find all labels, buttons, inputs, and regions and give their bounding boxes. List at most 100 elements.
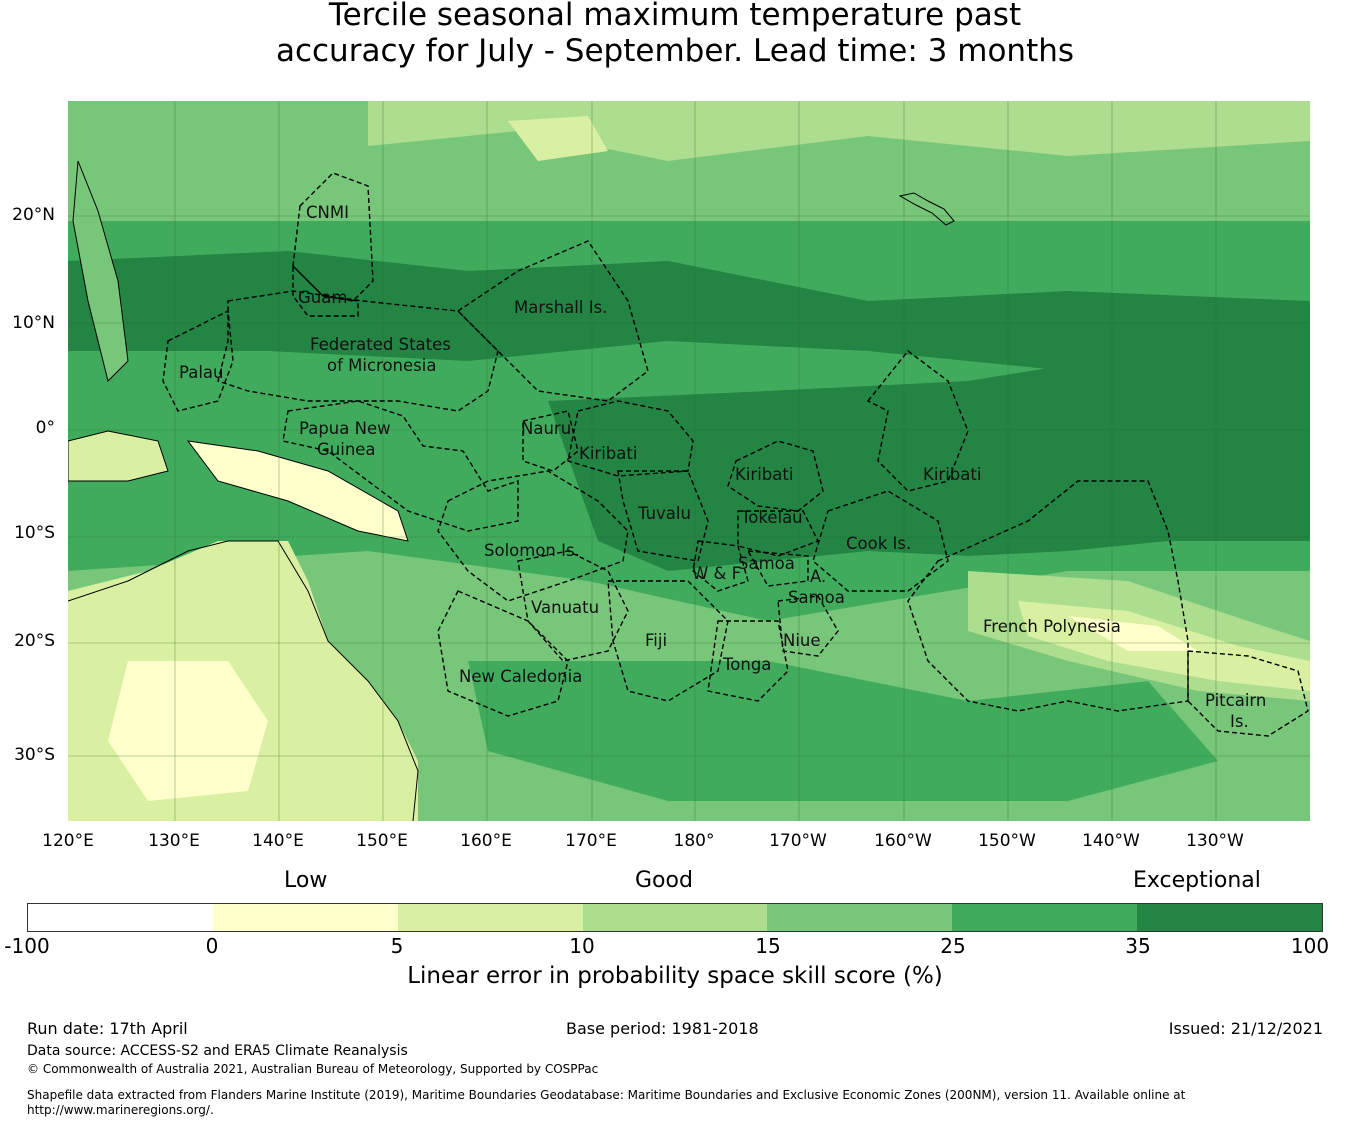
lon-label-170w: 170°W [769,831,827,851]
region-label-new-caledonia: New Caledonia [459,667,582,686]
colorbar-segment-neg100-0 [28,904,213,931]
lat-label-20n: 20°N [12,205,55,225]
australia-coastline [68,540,419,821]
category-label-low: Low [284,868,328,893]
region-labels: CNMI Guam Marshall Is. Federated States … [179,203,1266,731]
eez-marshall [456,240,649,402]
region-label-fsm-2: of Micronesia [327,356,436,375]
region-label-kiribati-west: Kiribati [579,444,637,463]
region-label-guam: Guam [298,288,347,307]
eez-tokelau [727,440,824,512]
map-title-line-1: Tercile seasonal maximum temperature pas… [328,0,1022,33]
shapefile-credit-url: http://www.marineregions.org/. [27,1103,214,1117]
region-label-png-2: Guinea [317,440,376,459]
colorbar-tick-5: 5 [390,934,404,958]
eez-tonga [707,620,789,702]
region-label-pitcairn-1: Pitcairn [1205,691,1266,710]
colorbar-segment-35-100 [1137,904,1323,931]
region-label-tokelau: Tokelau [740,508,803,527]
eez-palau [162,309,234,412]
skill-score-map: CNMI Guam Marshall Is. Federated States … [68,101,1310,821]
colorbar-segment-0-5 [212,904,398,931]
region-label-solomon: Solomon Is. [484,541,580,560]
region-label-tuvalu: Tuvalu [637,504,691,523]
colorbar-tick-10: 10 [569,934,595,958]
run-date: Run date: 17th April [27,1019,188,1038]
colorbar-segment-5-10 [397,904,583,931]
lat-label-30s: 30°S [14,745,55,765]
region-label-kiribati-central: Kiribati [735,465,793,484]
eez-cnmi [292,172,374,302]
lon-label-140e: 140°E [252,831,304,851]
colorbar-tick-15: 15 [755,934,781,958]
region-label-kiribati-east: Kiribati [923,465,981,484]
region-label-samoa: Samoa [738,554,795,573]
lat-label-10s: 10°S [14,523,55,543]
region-label-wallis-futuna: W & F [692,564,741,583]
eez-png [282,400,519,532]
colorbar-label: Linear error in probability space skill … [407,963,943,989]
issued-date: Issued: 21/12/2021 [1168,1019,1323,1038]
lon-label-130e: 130°E [148,831,200,851]
region-label-pitcairn-2: Is. [1230,712,1249,731]
eez-french-polynesia [907,480,1189,712]
lat-label-20s: 20°S [14,631,55,651]
lon-label-120e: 120°E [42,831,94,851]
lon-label-140w: 140°W [1082,831,1140,851]
region-label-vanuatu: Vanuatu [531,598,599,617]
eez-fiji [607,580,729,702]
data-source: Data source: ACCESS-S2 and ERA5 Climate … [27,1043,408,1059]
lon-label-180: 180° [673,831,715,851]
copyright-notice: © Commonwealth of Australia 2021, Austra… [27,1062,599,1076]
shapefile-credit: Shapefile data extracted from Flanders M… [27,1088,1186,1102]
eez-kiribati-gilbert [567,400,694,477]
region-label-png-1: Papua New [299,419,391,438]
eez-pitcairn [1187,650,1309,737]
skill-zone-south-dark [468,661,1218,801]
category-label-good: Good [635,868,693,893]
lat-label-equator: 0° [35,418,55,438]
colorbar-tick-35: 35 [1125,934,1151,958]
region-label-american-samoa-2: Samoa [788,588,845,607]
eez-cook [812,490,949,592]
region-label-fiji: Fiji [645,631,667,650]
map-title-line-2: accuracy for July - September. Lead time… [275,33,1075,69]
region-label-cnmi: CNMI [306,203,349,222]
eez-boundaries [162,172,1309,737]
skill-band-dark-equator [548,326,1310,571]
region-label-marshall: Marshall Is. [514,298,607,317]
eez-kiribati-phoenix [737,510,819,557]
region-label-palau: Palau [179,363,223,382]
colorbar-tick-neg100: -100 [4,934,50,958]
region-label-niue: Niue [783,631,821,650]
region-label-nauru: Nauru [521,419,571,438]
maritime-se-asia [68,430,169,482]
region-label-fsm-1: Federated States [310,335,451,354]
eez-samoa [746,550,809,587]
skill-band-dark-north [68,251,1310,371]
eez-new-caledonia [437,590,569,717]
colorbar-tick-0: 0 [205,934,219,958]
colorbar-segment-10-15 [582,904,768,931]
eez-solomon [437,470,629,602]
colorbar-tick-25: 25 [940,934,966,958]
australia-light-patch [108,661,268,801]
colorbar-segment-15-25 [767,904,953,931]
new-guinea-landmass [186,440,409,542]
skill-patch-north-lighter [508,116,608,161]
lon-label-130w: 130°W [1186,831,1244,851]
colorbar-tick-100: 100 [1290,934,1330,958]
lon-label-170e: 170°E [565,831,617,851]
region-label-tonga: Tonga [722,655,771,674]
category-label-exceptional: Exceptional [1133,868,1261,893]
lon-label-160e: 160°E [460,831,512,851]
graticule [68,101,1310,821]
eez-fsm [217,290,499,412]
skill-zone-fp-lightest [1068,616,1198,651]
region-label-american-samoa-1: A. [810,567,826,586]
colorbar [27,903,1323,932]
lon-label-150e: 150°E [356,831,408,851]
region-label-french-polynesia: French Polynesia [983,617,1121,636]
base-period: Base period: 1981-2018 [566,1019,759,1038]
region-label-cook: Cook Is. [846,534,911,553]
